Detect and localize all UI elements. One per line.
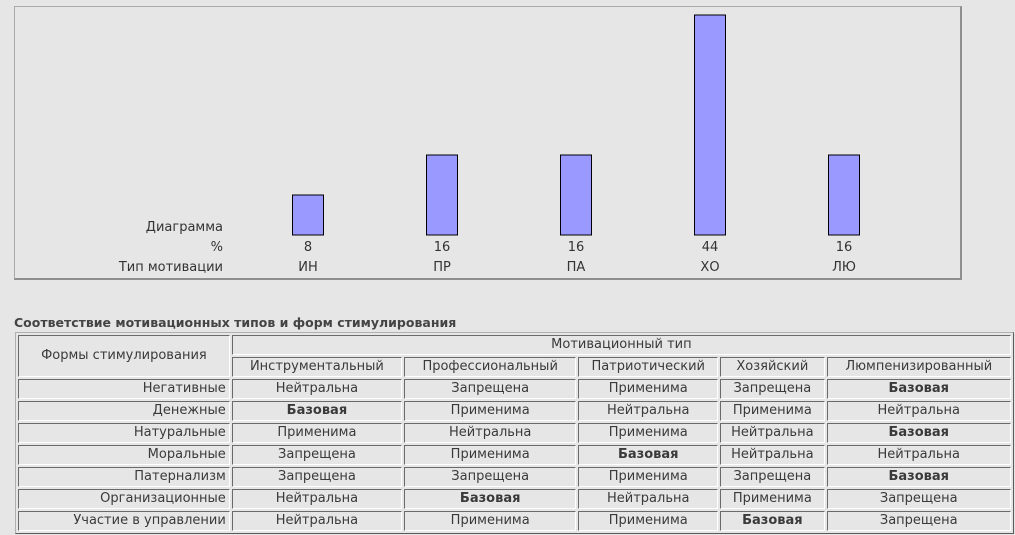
table-cell: Нейтральна — [578, 489, 719, 509]
bar — [828, 154, 860, 236]
table-cell: Нейтральна — [720, 445, 825, 465]
table-cell: Нейтральна — [720, 423, 825, 443]
bar — [560, 154, 592, 236]
category-label: ЛЮ — [832, 260, 856, 275]
category-label: ПР — [433, 260, 451, 275]
table-cell: Базовая — [231, 401, 403, 421]
category-label: ХО — [700, 260, 719, 275]
column-header: Инструментальный — [231, 357, 403, 377]
bar-value-label: 16 — [434, 240, 451, 255]
column-header: Патриотический — [578, 357, 719, 377]
table-cell: Базовая — [720, 511, 825, 531]
table-cell: Нейтральна — [404, 423, 577, 443]
table-cell: Применима — [578, 511, 719, 531]
bar-value-label: 16 — [836, 240, 853, 255]
row-label: Патернализм — [18, 467, 230, 487]
table-row: Патернализм Запрещена Запрещена Применима За… — [18, 467, 1011, 487]
table-row: Негативные Нейтральна Запрещена Применима За… — [18, 379, 1011, 399]
row-label: Денежные — [18, 401, 230, 421]
row-label-diagram: Диаграмма — [146, 220, 223, 235]
table-cell: Нейтральна — [826, 445, 1011, 465]
table-cell: Нейтральна — [578, 401, 719, 421]
bar — [292, 194, 324, 236]
chart-panel: Диаграмма% Тип мотивации 8 ИН 16 ПР 16 ПА 44 ХО 16… — [14, 6, 962, 280]
table-cell: Применима — [404, 511, 577, 531]
table-cell: Базовая — [826, 467, 1011, 487]
corner-header: Формы стимулирования — [18, 335, 230, 377]
table-cell: Применима — [720, 489, 825, 509]
table-cell: Запрещена — [404, 467, 577, 487]
table-cell: Применима — [720, 401, 825, 421]
table-cell: Запрещена — [404, 379, 577, 399]
table-cell: Базовая — [404, 489, 577, 509]
table-row: Организационные Нейтральна Базовая Нейтраль… — [18, 489, 1011, 509]
stimulation-table: Формы стимулирования Мотивационный тип И… — [15, 332, 1014, 534]
bar — [694, 14, 726, 236]
row-label-percent: % — [211, 240, 223, 255]
table-cell: Нейтральна — [231, 511, 403, 531]
table-cell: Нейтральна — [231, 489, 403, 509]
column-header: Люмпенизированный — [826, 357, 1011, 377]
table-cell: Нейтральна — [826, 401, 1011, 421]
table-cell: Запрещена — [720, 379, 825, 399]
category-label: ИН — [298, 260, 318, 275]
table-title: Соответствие мотивационных типов и форм … — [14, 315, 457, 330]
table-cell: Применима — [578, 379, 719, 399]
column-header-row: Инструментальный Профессиональный Патриоти… — [18, 357, 1011, 377]
table-cell: Применима — [404, 401, 577, 421]
row-label-motivation-type: Тип мотивации — [118, 260, 223, 275]
table-cell: Базовая — [826, 379, 1011, 399]
table-cell: Запрещена — [826, 489, 1011, 509]
row-label: Натуральные — [18, 423, 230, 443]
table-cell: Запрещена — [720, 467, 825, 487]
table-row: Участие в управлении Нейтральна Применима П… — [18, 511, 1011, 531]
bar — [426, 154, 458, 236]
table-cell: Применима — [578, 423, 719, 443]
row-label: Организационные — [18, 489, 230, 509]
table-cell: Нейтральна — [231, 379, 403, 399]
bar-value-label: 44 — [702, 240, 719, 255]
column-header: Профессиональный — [404, 357, 577, 377]
bar-chart: Диаграмма% Тип мотивации 8 ИН 16 ПР 16 ПА 44 ХО 16… — [118, 14, 860, 275]
group-header: Мотивационный тип — [231, 335, 1011, 355]
row-label: Участие в управлении — [18, 511, 230, 531]
table-cell: Применима — [404, 445, 577, 465]
column-header: Хозяйский — [720, 357, 825, 377]
bar-value-label: 16 — [568, 240, 585, 255]
category-label: ПА — [567, 260, 586, 275]
table-cell: Запрещена — [826, 511, 1011, 531]
table-body: Негативные Нейтральна Запрещена Применима За… — [18, 379, 1011, 531]
table-cell: Применима — [578, 467, 719, 487]
row-label: Моральные — [18, 445, 230, 465]
row-label: Негативные — [18, 379, 230, 399]
table-cell: Запрещена — [231, 467, 403, 487]
table-row: Денежные Базовая Применима Нейтральна Примен… — [18, 401, 1011, 421]
table-cell: Запрещена — [231, 445, 403, 465]
table-row: Натуральные Применима Нейтральна Применима Н… — [18, 423, 1011, 443]
bar-value-label: 8 — [304, 240, 312, 255]
table-cell: Базовая — [826, 423, 1011, 443]
table-cell: Базовая — [578, 445, 719, 465]
table-cell: Применима — [231, 423, 403, 443]
table-row: Моральные Запрещена Применима Базовая Нейтра… — [18, 445, 1011, 465]
